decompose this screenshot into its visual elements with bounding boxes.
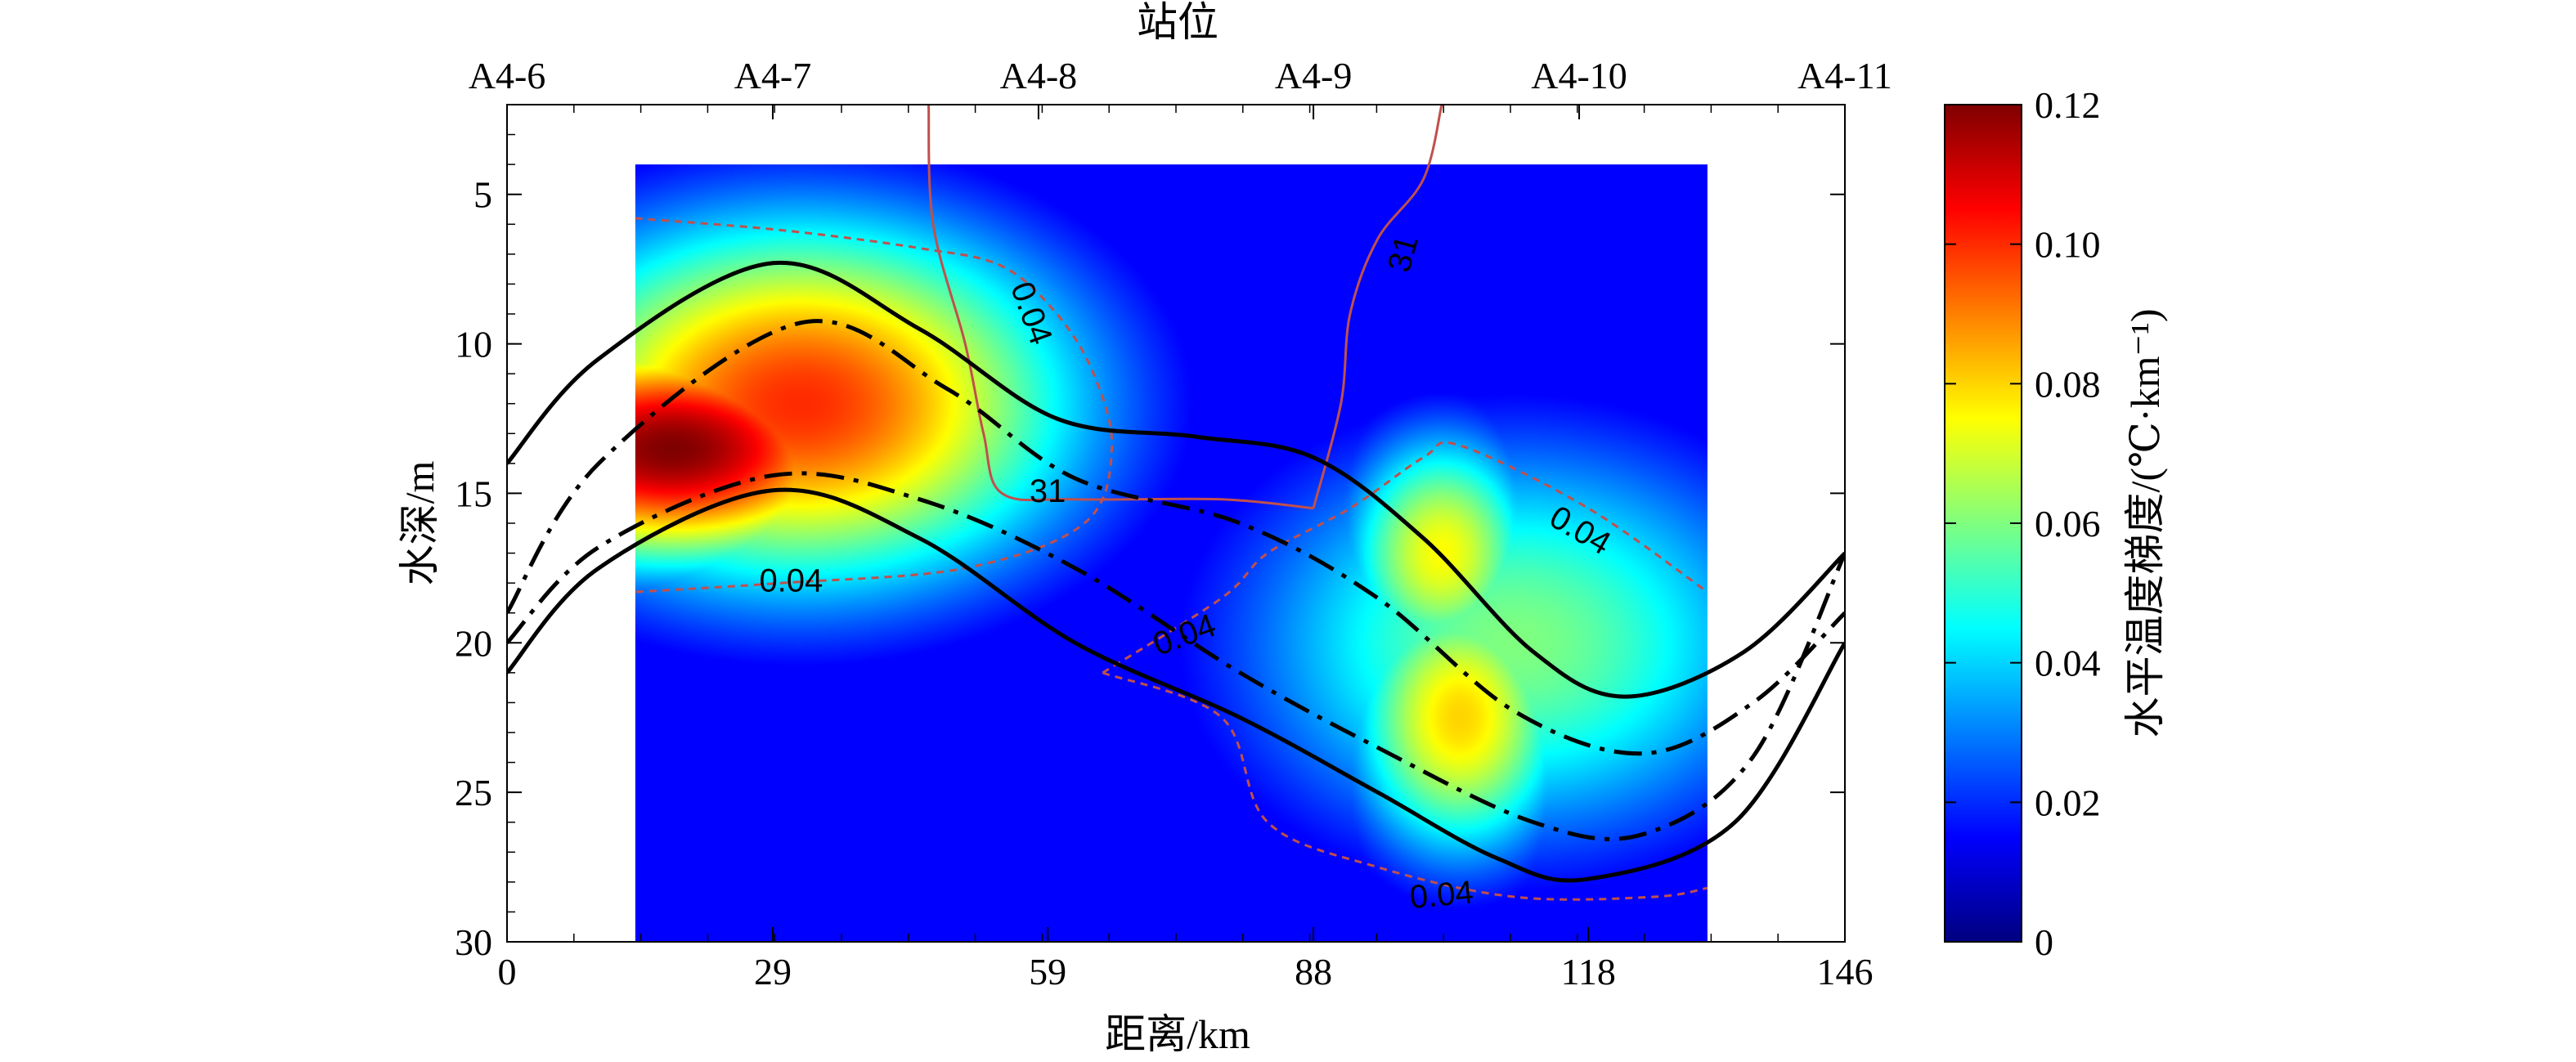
colorbar-tick-label-5: 0.10 <box>2035 224 2101 266</box>
x-tick-label-3: 88 <box>1295 951 1332 993</box>
x-tick-label-4: 118 <box>1561 951 1616 993</box>
station-label-3: A4-9 <box>1275 55 1353 96</box>
contour-line-2 <box>1102 671 1708 901</box>
contour-line-0 <box>635 217 1114 594</box>
station-label-5: A4-11 <box>1797 55 1892 96</box>
contour-label-4: 0.04 <box>1408 874 1474 916</box>
series-line-1 <box>507 319 1845 756</box>
x-axis-title: 距离/km <box>1105 1011 1250 1057</box>
y-tick-label-1: 10 <box>455 324 492 365</box>
contour-label-1: 0.04 <box>759 563 823 599</box>
series-line-0 <box>507 260 1845 699</box>
contour-line-1 <box>1102 441 1708 674</box>
colorbar-tick-label-2: 0.04 <box>2035 643 2101 684</box>
y-tick-label-3: 20 <box>455 622 492 664</box>
station-label-0: A4-6 <box>469 55 546 96</box>
x-tick-label-5: 146 <box>1817 951 1874 993</box>
colorbar-tick-label-0: 0 <box>2035 921 2053 963</box>
series-line-2 <box>507 471 1845 841</box>
contour-line-4 <box>1312 105 1443 509</box>
colorbar-tick-label-4: 0.08 <box>2035 363 2101 405</box>
y-tick-label-0: 5 <box>473 174 492 216</box>
y-tick-label-5: 30 <box>455 921 492 963</box>
x-tick-label-2: 59 <box>1029 951 1066 993</box>
series-line-3 <box>507 487 1845 883</box>
x-axis: 0 29 59 88 118 146 <box>498 927 1874 993</box>
colorbar-tick-label-3: 0.06 <box>2035 503 2101 544</box>
y-tick-label-4: 25 <box>455 772 492 813</box>
x-tick-label-1: 29 <box>754 951 792 993</box>
contour-line-3 <box>927 105 1314 510</box>
x-tick-label-0: 0 <box>498 951 517 993</box>
colorbar-tick-label-1: 0.02 <box>2035 782 2101 823</box>
station-axis: A4-6 A4-7 A4-8 A4-9 A4-10 A4-11 <box>469 55 1892 119</box>
colorbar-tick-label-6: 0.12 <box>2035 84 2101 126</box>
station-label-1: A4-7 <box>734 55 812 96</box>
colorbar-title: 水平温度梯度/(℃·km⁻¹) <box>2122 308 2168 737</box>
top-axis-title: 站位 <box>1137 0 1218 45</box>
contour-layer <box>635 105 1708 901</box>
station-label-2: A4-8 <box>1000 55 1078 96</box>
contour-label-5: 31 <box>1030 473 1066 509</box>
y-axis-title: 水深/m <box>397 461 442 586</box>
colorbar <box>1944 104 2022 943</box>
series-layer <box>507 260 1845 883</box>
heatmap-image <box>635 164 1708 943</box>
y-tick-label-2: 15 <box>455 473 492 514</box>
y-axis: 5 10 15 20 25 30 <box>455 133 1845 963</box>
colorbar-ticks: 0 0.02 0.04 0.06 0.08 0.10 0.12 <box>1945 84 2101 963</box>
station-label-4: A4-10 <box>1531 55 1627 96</box>
